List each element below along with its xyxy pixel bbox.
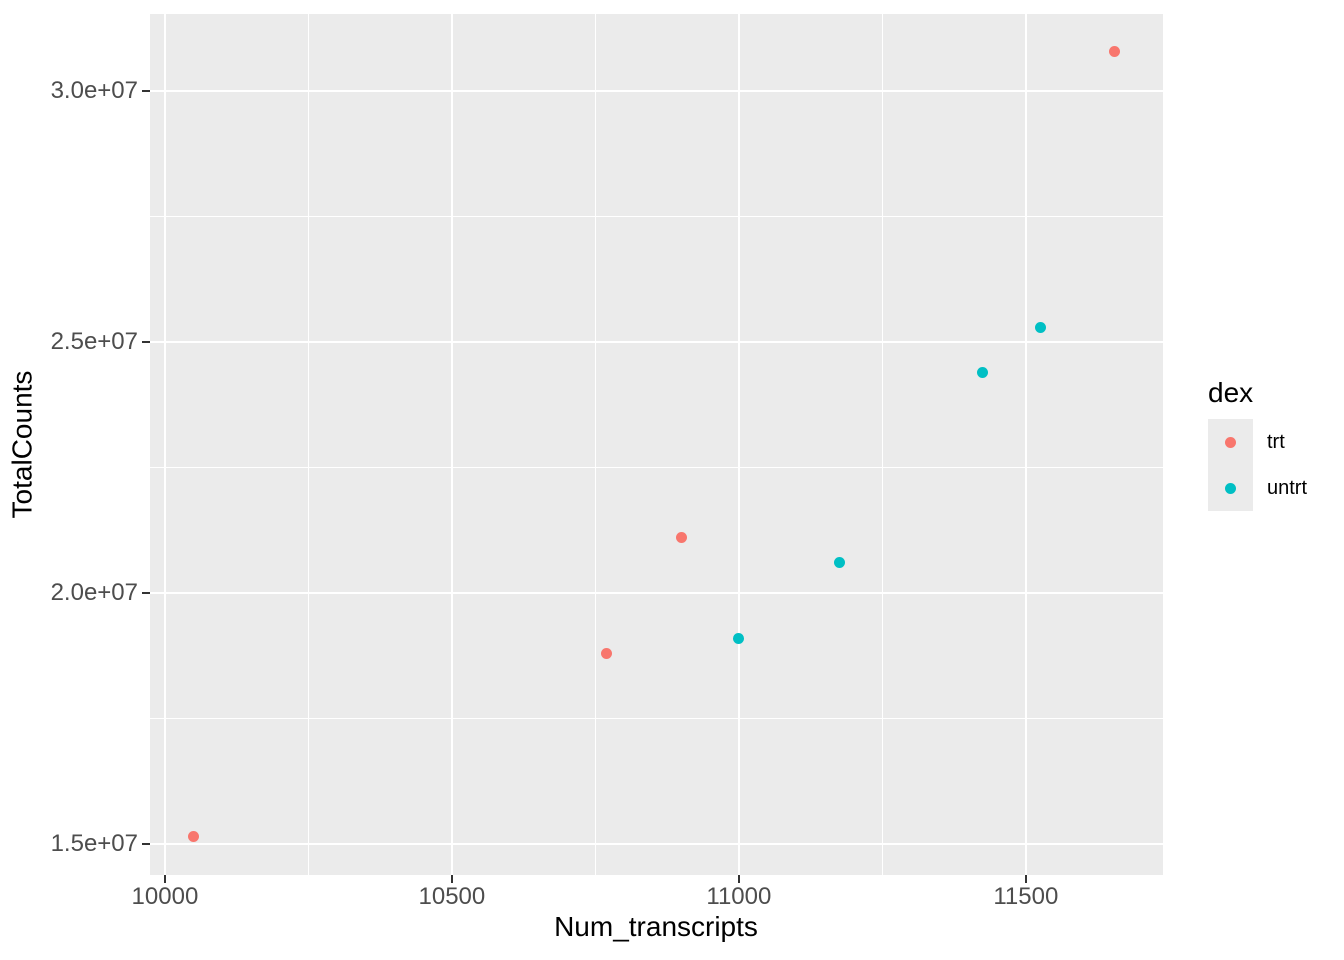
y-tick-label: 1.5e+07 — [50, 829, 138, 857]
data-point-trt — [675, 532, 687, 544]
x-tick-label: 11000 — [706, 883, 772, 910]
data-point-trt — [601, 647, 613, 659]
gridline-major-x — [737, 14, 740, 875]
gridline-major-y — [150, 90, 1163, 93]
y-tick-label: 2.5e+07 — [50, 328, 138, 356]
y-axis-tick — [142, 341, 150, 344]
legend-label-untrt: untrt — [1267, 476, 1308, 499]
gridline-minor-x — [307, 14, 309, 875]
data-point-untrt — [1034, 321, 1046, 333]
x-tick-label: 11500 — [993, 883, 1059, 910]
x-axis-tick — [450, 875, 453, 883]
gridline-major-y — [150, 842, 1163, 845]
x-axis-tick — [737, 875, 740, 883]
gridline-minor-y — [150, 467, 1163, 469]
gridline-major-x — [1024, 14, 1027, 875]
data-point-trt — [1109, 45, 1121, 57]
y-tick-label: 2.0e+07 — [50, 579, 138, 607]
data-point-untrt — [733, 632, 745, 644]
gridline-major-x — [163, 14, 166, 875]
y-axis-tick — [142, 90, 150, 93]
gridline-minor-x — [881, 14, 883, 875]
y-axis-tick — [142, 842, 150, 845]
legend-key-untrt — [1208, 465, 1253, 511]
gridline-major-y — [150, 341, 1163, 344]
legend-label-trt: trt — [1267, 430, 1285, 453]
legend-dot-trt — [1225, 436, 1236, 448]
data-point-trt — [188, 830, 200, 842]
y-tick-label: 3.0e+07 — [50, 77, 138, 105]
x-axis-tick — [1024, 875, 1027, 883]
data-point-untrt — [833, 557, 845, 569]
legend-item-untrt: untrt — [1208, 465, 1307, 511]
x-axis-tick — [163, 875, 166, 883]
data-point-untrt — [977, 366, 989, 378]
gridline-major-y — [150, 592, 1163, 595]
legend-title: dex — [1208, 377, 1254, 408]
legend-key-trt — [1208, 419, 1253, 465]
plot-panel — [150, 14, 1163, 875]
legend: trt untrt — [1208, 419, 1307, 511]
x-tick-label: 10000 — [131, 883, 199, 910]
x-axis-title: Num_transcripts — [554, 911, 758, 942]
gridline-minor-x — [594, 14, 596, 875]
legend-dot-untrt — [1225, 482, 1236, 494]
gridline-major-x — [450, 14, 453, 875]
gridline-minor-y — [150, 717, 1163, 719]
y-axis-tick — [142, 592, 150, 595]
legend-item-trt: trt — [1208, 419, 1307, 465]
x-tick-label: 10500 — [418, 883, 486, 910]
gridline-minor-y — [150, 216, 1163, 218]
